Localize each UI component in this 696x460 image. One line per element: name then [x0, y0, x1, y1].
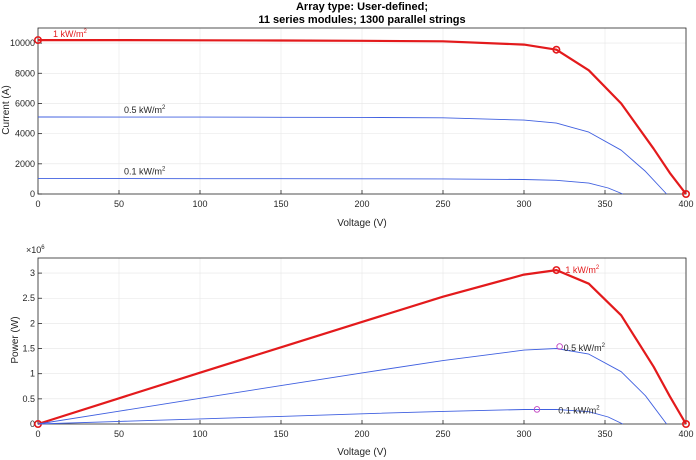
iv-y-tick-label-5: 10000 [10, 38, 35, 48]
iv-series-1-label-sup: 2 [162, 105, 166, 111]
pv-x-tick-label-3: 150 [273, 429, 288, 439]
iv-series-0-label-sup: 2 [84, 29, 88, 35]
pv-series-0-label-text: 1 kW/m [565, 265, 596, 275]
iv-x-tick-label-4: 200 [354, 199, 369, 209]
pv-x-tick-label-2: 100 [192, 429, 207, 439]
pv-y-exponent-base: ×10 [26, 245, 41, 255]
pv-series-1-label-sup: 2 [602, 343, 606, 349]
title-line-2: 11 series modules; 1300 parallel strings [258, 14, 465, 26]
pv-y-tick-label-1: 0.5 [22, 394, 35, 404]
iv-series-0-marker-2 [681, 190, 690, 199]
pv-x-axis-label: Voltage (V) [337, 447, 386, 458]
iv-y-tick-label-4: 8000 [15, 68, 35, 78]
iv-series-2-label-text: 0.1 kW/m [124, 167, 162, 177]
pv-y-tick-label-0: 0 [30, 419, 35, 429]
pv-series-1-marker-0 [556, 343, 563, 350]
pv-y-tick-label-5: 2.5 [22, 293, 35, 303]
iv-x-tick-label-3: 150 [273, 199, 288, 209]
iv-x-tick-label-7: 350 [597, 199, 612, 209]
pv-series-1-label: 0.5 kW/m2 [564, 343, 606, 353]
pv-series-2-line [37, 408, 623, 425]
iv-series-1-line [37, 116, 667, 195]
iv-series-0-marker-0 [33, 36, 42, 45]
iv-y-tick-label-1: 2000 [15, 159, 35, 169]
pv-series-0-marker-2 [681, 419, 690, 428]
pv-series-0-line [37, 269, 687, 426]
iv-series-0-label-text: 1 kW/m [53, 29, 84, 39]
pv-x-tick-label-1: 50 [114, 429, 124, 439]
iv-series-2-label-sup: 2 [162, 167, 166, 173]
iv-x-tick-label-1: 50 [114, 199, 124, 209]
iv-plot: 0 50 100 150 200 250 300 350 4000200040006000800… [10, 27, 694, 209]
pv-series-2-marker-0 [533, 406, 541, 413]
iv-x-tick-label-8: 400 [678, 199, 693, 209]
pv-y-tick-label-4: 2 [30, 318, 35, 328]
iv-series-0-label: 1 kW/m2 [53, 29, 88, 39]
iv-series-2-label: 0.1 kW/m2 [124, 167, 166, 177]
iv-x-tick-label-6: 300 [516, 199, 531, 209]
pv-y-exponent: ×106 [26, 245, 45, 255]
pv-series-0-label: 1 kW/m2 [565, 265, 600, 275]
iv-series-2-line [38, 178, 623, 195]
pv-y-axis-label: Power (W) [10, 316, 21, 363]
pv-x-tick-label-4: 200 [354, 429, 369, 439]
pv-y-tick-label-6: 3 [30, 268, 35, 278]
iv-series-1-label-text: 0.5 kW/m [124, 105, 162, 115]
pv-series-0-label-sup: 2 [596, 265, 600, 271]
iv-x-tick-label-0: 0 [35, 199, 40, 209]
pv-plot: 0 50 100 150 200 250 300 350 400 0 0.5 1 1.5 2 2.5 3 1 k… [22, 257, 694, 439]
iv-series-1-label: 0.5 kW/m2 [124, 105, 166, 115]
pv-series-2-label-text: 0.1 kW/m [558, 405, 596, 415]
pv-series-2-label-sup: 2 [596, 405, 600, 411]
pv-y-tick-label-2: 1 [30, 369, 35, 379]
iv-x-tick-label-5: 250 [435, 199, 450, 209]
pv-series-0-marker-1 [552, 266, 561, 275]
iv-y-tick-label-0: 0 [30, 189, 35, 199]
iv-series-0-marker-1 [552, 45, 561, 54]
iv-y-tick-label-3: 6000 [15, 98, 35, 108]
iv-series-0-line [38, 39, 687, 195]
title-line-1: Array type: User-defined; [296, 1, 428, 13]
iv-x-tick-label-2: 100 [192, 199, 207, 209]
pv-y-tick-label-3: 1.5 [22, 344, 35, 354]
pv-x-tick-label-6: 300 [516, 429, 531, 439]
pv-x-tick-label-5: 250 [435, 429, 450, 439]
iv-x-axis-label: Voltage (V) [337, 218, 386, 229]
pv-x-tick-label-8: 400 [678, 429, 693, 439]
pv-y-exponent-power: 6 [41, 245, 45, 251]
pv-x-tick-label-7: 350 [597, 429, 612, 439]
pv-series-2-label: 0.1 kW/m2 [558, 405, 600, 415]
pv-x-tick-label-0: 0 [35, 429, 40, 439]
pv-series-1-label-text: 0.5 kW/m [564, 343, 602, 353]
iv-y-tick-label-2: 4000 [15, 129, 35, 139]
pv-series-1-line [37, 348, 667, 425]
iv-y-axis-label: Current (A) [1, 85, 12, 134]
